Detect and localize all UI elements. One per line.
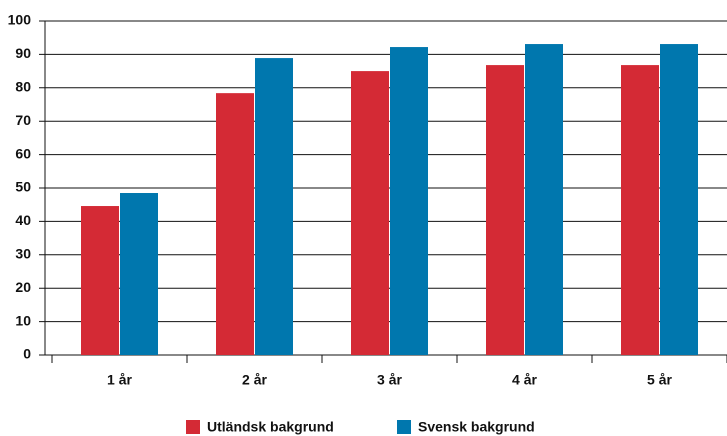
y-tick-label: 60 — [15, 145, 31, 161]
bar — [216, 93, 254, 356]
y-tick-label: 20 — [15, 279, 31, 295]
legend-swatch — [186, 420, 200, 434]
legend-label: Utländsk bakgrund — [207, 419, 334, 435]
y-tick-label: 40 — [15, 212, 31, 228]
y-tick-label: 70 — [15, 112, 31, 128]
y-tick-label: 10 — [15, 312, 31, 328]
bar — [351, 71, 389, 355]
bar — [621, 65, 659, 355]
bar — [525, 44, 563, 356]
y-tick-label: 30 — [15, 246, 31, 262]
legend-swatch — [397, 420, 411, 434]
bar — [120, 193, 158, 355]
legend-label: Svensk bakgrund — [418, 419, 535, 435]
bar — [660, 44, 698, 356]
x-tick-label: 1 år — [107, 372, 132, 388]
bar — [255, 58, 293, 355]
x-tick-label: 3 år — [377, 372, 402, 388]
bar — [486, 65, 524, 355]
x-tick-label: 4 år — [512, 372, 537, 388]
y-tick-label: 100 — [8, 12, 32, 28]
x-tick-label: 2 år — [242, 372, 267, 388]
y-tick-label: 50 — [15, 179, 31, 195]
bar — [390, 47, 428, 355]
y-tick-label: 90 — [15, 45, 31, 61]
x-tick-label: 5 år — [647, 372, 672, 388]
bar — [81, 206, 119, 355]
y-tick-label: 80 — [15, 79, 31, 95]
y-tick-label: 0 — [23, 346, 31, 362]
